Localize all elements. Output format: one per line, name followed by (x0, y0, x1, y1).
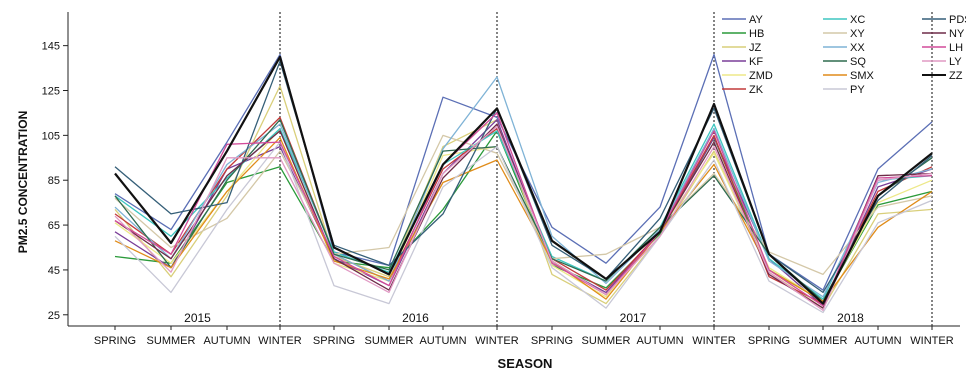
year-label: 2015 (184, 311, 211, 325)
year-label: 2017 (620, 311, 647, 325)
x-tick-label: SUMMER (582, 335, 631, 347)
series-line-ly (114, 125, 933, 311)
series-line-kf (114, 119, 933, 307)
legend-label-ny: NY (949, 28, 965, 40)
y-tick-label: 25 (48, 310, 60, 322)
legend-label-zz: ZZ (949, 70, 963, 82)
y-tick-label: 65 (48, 220, 60, 232)
y-axis-title: PM2.5 CONCENTRATION (16, 111, 30, 253)
series-line-zk (114, 116, 933, 305)
x-axis: SPRING SUMMER AUTUMN WINTER SPRING SUMMER AUTU… (94, 326, 954, 347)
y-tick-label: 145 (42, 41, 60, 53)
legend-label-xc: XC (850, 14, 865, 26)
legend-label-lh: LH (949, 42, 963, 54)
series-line-lh (114, 112, 933, 307)
legend-label-xy: XY (850, 28, 865, 40)
legend-label-sq: SQ (850, 56, 866, 68)
legend-label-py: PY (850, 84, 865, 96)
y-tick-label: 105 (42, 130, 60, 142)
x-tick-label: SPRING (748, 335, 790, 347)
y-tick-label: 125 (42, 86, 60, 98)
x-tick-label: WINTER (258, 335, 301, 347)
series-line-xc (114, 123, 933, 300)
x-tick-label: SPRING (313, 335, 355, 347)
series-line-pds (114, 60, 933, 294)
legend-label-xx: XX (850, 42, 865, 54)
x-tick-label: SUMMER (365, 335, 414, 347)
year-label: 2018 (837, 311, 864, 325)
x-tick-label: SPRING (531, 335, 573, 347)
legend-label-kf: KF (749, 56, 763, 68)
plot-frame (67, 12, 960, 327)
x-tick-label: AUTUMN (419, 335, 466, 347)
legend: AY HB JZ KF ZMD ZK XC XY XX SQ SMX PY PDS NY LH LY ZZ (722, 14, 966, 96)
x-tick-label: SUMMER (799, 335, 848, 347)
year-labels: 2015 2016 2017 2018 (184, 311, 864, 325)
series-line-py (114, 141, 933, 314)
series-line-zz (114, 55, 933, 305)
legend-label-ay: AY (749, 14, 764, 26)
y-axis: 25 45 65 85 105 125 145 (42, 41, 68, 322)
x-axis-title: SEASON (498, 356, 553, 369)
x-tick-label: AUTUMN (854, 335, 901, 347)
legend-label-pds: PDS (949, 14, 966, 26)
legend-label-zmd: ZMD (749, 70, 773, 82)
legend-label-hb: HB (749, 28, 764, 40)
legend-label-zk: ZK (749, 84, 764, 96)
legend-label-ly: LY (949, 56, 962, 68)
x-tick-label: AUTUMN (636, 335, 683, 347)
x-tick-label: AUTUMN (203, 335, 250, 347)
series-line-sq (114, 119, 933, 302)
series-line-smx (114, 136, 933, 302)
year-label: 2016 (402, 311, 429, 325)
legend-label-smx: SMX (850, 70, 875, 82)
x-tick-label: WINTER (910, 335, 953, 347)
legend-label-jz: JZ (749, 42, 762, 54)
x-tick-label: SUMMER (147, 335, 196, 347)
series-lines (114, 53, 933, 314)
y-tick-label: 85 (48, 175, 60, 187)
y-tick-label: 45 (48, 265, 60, 277)
x-tick-label: SPRING (94, 335, 136, 347)
x-tick-label: WINTER (475, 335, 518, 347)
x-tick-label: WINTER (692, 335, 735, 347)
